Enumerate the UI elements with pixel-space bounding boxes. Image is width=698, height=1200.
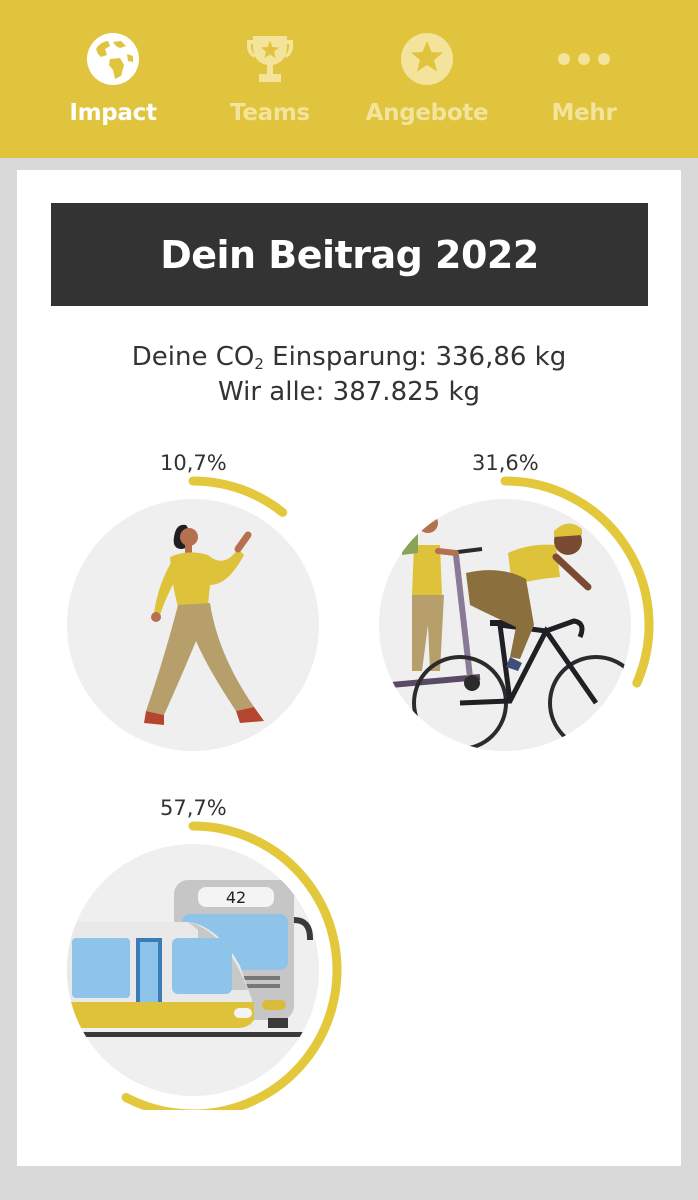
banner-title: Dein Beitrag 2022 xyxy=(160,232,539,277)
bike-scooter-illustration xyxy=(379,476,654,751)
tram-window-left xyxy=(72,938,130,998)
mode-bike-scooter: 31,6% xyxy=(360,445,660,765)
mode-public-transit: 57,7% 42 xyxy=(48,790,348,1110)
transit-illustration: 42 xyxy=(67,821,342,1110)
nav-tab-mehr[interactable]: Mehr xyxy=(504,0,664,158)
top-navigation: Impact Teams Angebote Mehr xyxy=(0,0,698,158)
transit-vehicles: 42 xyxy=(67,880,313,1037)
nav-tab-teams[interactable]: Teams xyxy=(190,0,350,158)
nav-tab-angebote[interactable]: Angebote xyxy=(347,0,507,158)
walker-figure xyxy=(144,524,264,725)
personal-savings: Deine CO2 Einsparung: 336,86 kg xyxy=(17,342,681,373)
transit-progress-arc xyxy=(121,821,342,1110)
contribution-banner: Dein Beitrag 2022 xyxy=(51,203,648,306)
tram-window-front xyxy=(172,938,232,994)
nav-tab-impact[interactable]: Impact xyxy=(33,0,193,158)
trophy-icon xyxy=(247,36,293,82)
co2-subscript: 2 xyxy=(254,355,264,373)
more-dots-icon xyxy=(558,53,610,65)
cyclist xyxy=(412,523,631,751)
walking-progress-arc xyxy=(188,476,288,517)
personal-savings-prefix: Deine CO xyxy=(131,342,255,372)
nav-label-impact: Impact xyxy=(69,100,157,126)
personal-savings-value: Einsparung: 336,86 kg xyxy=(263,342,567,372)
all-savings: Wir alle: 387.825 kg xyxy=(217,377,481,407)
mode-bike-percent: 31,6% xyxy=(472,451,539,475)
mode-walking-percent: 10,7% xyxy=(160,451,227,475)
star-badge-icon xyxy=(401,33,453,85)
mode-transit-percent: 57,7% xyxy=(160,796,227,820)
bike-progress-arc xyxy=(500,476,654,688)
nav-label-angebote: Angebote xyxy=(365,100,489,126)
nav-label-mehr: Mehr xyxy=(551,100,617,126)
globe-icon xyxy=(87,33,139,85)
contribution-card: Dein Beitrag 2022 Deine CO2 Einsparung: … xyxy=(17,170,681,1166)
mode-walking: 10,7% xyxy=(48,445,348,765)
bus-number-display xyxy=(198,887,274,907)
nav-label-teams: Teams xyxy=(230,100,310,126)
walking-illustration xyxy=(67,476,319,751)
bus-number: 42 xyxy=(226,888,246,907)
